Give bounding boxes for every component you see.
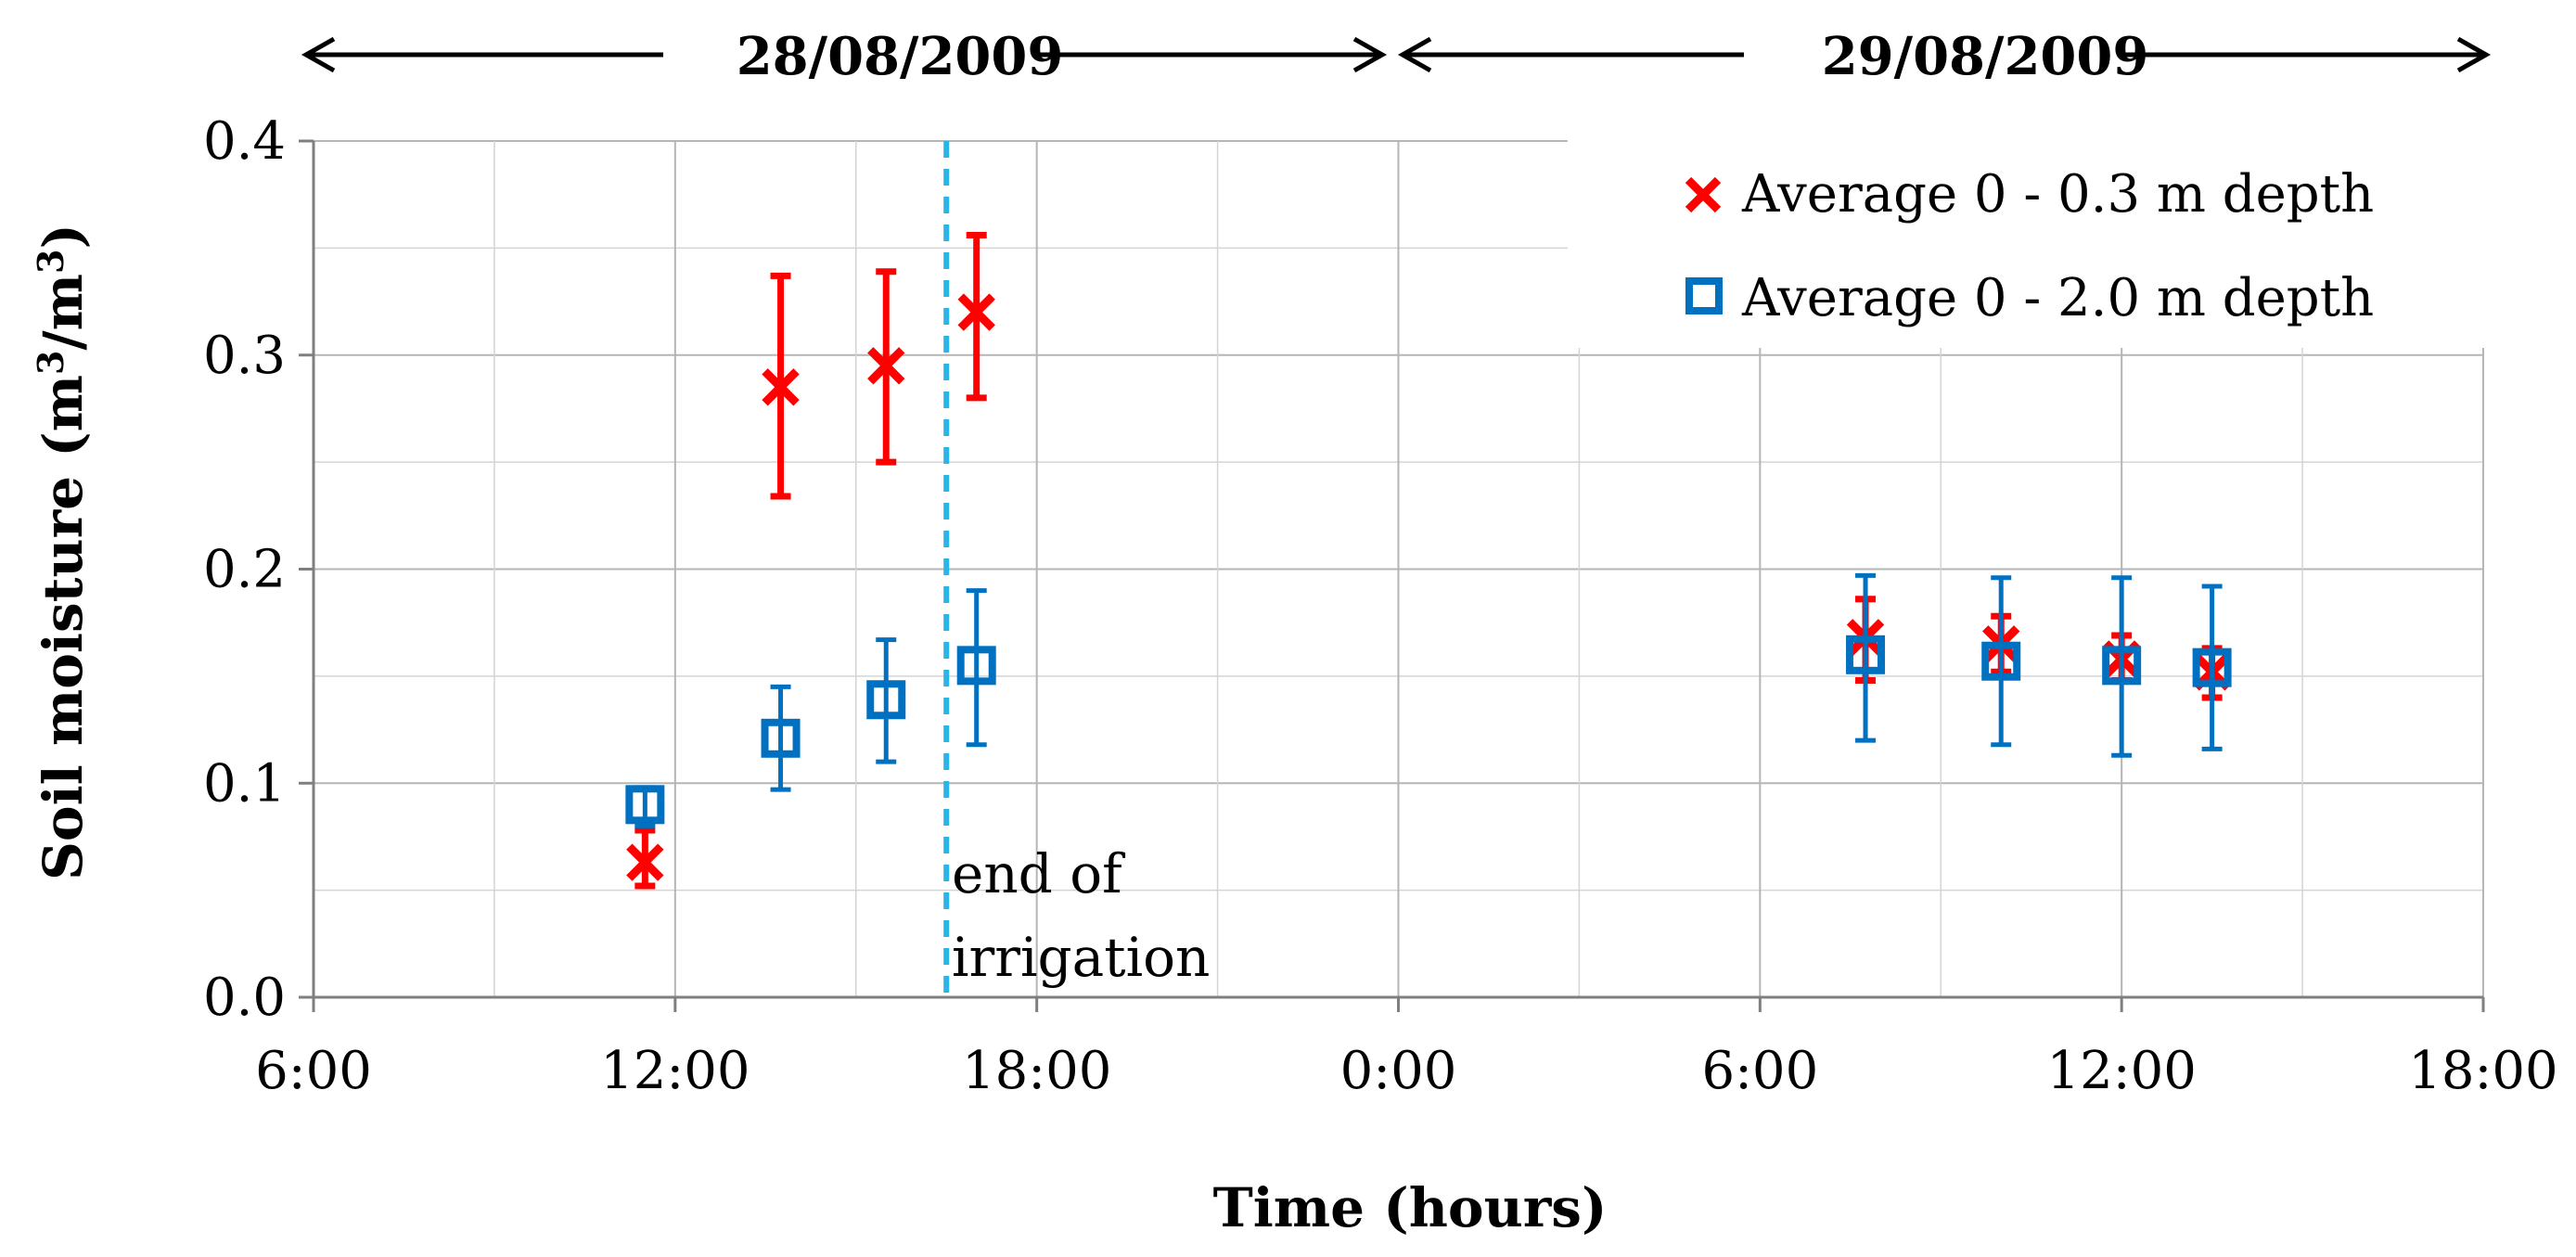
y-axis-title-sup1: 3 xyxy=(30,351,71,375)
y-axis-title-sup2: 3 xyxy=(30,249,71,273)
y-axis-title-main: Soil moisture (m xyxy=(32,375,95,880)
x-tick-label: 12:00 xyxy=(600,1041,750,1101)
x-tick-label: 18:00 xyxy=(2408,1041,2557,1101)
vline-label-line1: end of xyxy=(952,842,1125,905)
data-point-square xyxy=(1846,635,1886,674)
data-point-square xyxy=(2102,646,2142,686)
data-point-square xyxy=(1981,641,2021,681)
x-stroke xyxy=(762,368,800,406)
legend-marker-square xyxy=(1685,277,1723,314)
y-axis-title-mid: /m xyxy=(32,274,95,351)
data-point-square xyxy=(625,785,665,825)
data-point-square xyxy=(956,646,996,686)
y-tick-label: 0.3 xyxy=(203,326,286,386)
y-tick-label: 0.2 xyxy=(203,540,286,600)
legend: Average 0 - 0.3 m depth Average 0 - 2.0 … xyxy=(1568,125,2495,348)
x-tick-label: 6:00 xyxy=(255,1041,372,1101)
date-arrow-right-1 xyxy=(1034,36,1388,73)
data-point-x xyxy=(867,347,905,385)
y-tick-label: 0.0 xyxy=(203,968,286,1028)
data-point-square xyxy=(761,718,801,758)
data-marks xyxy=(625,232,2232,890)
date-label-day2: 29/08/2009 xyxy=(1822,26,2149,87)
y-tick-label: 0.1 xyxy=(203,753,286,814)
data-point-square xyxy=(866,680,906,720)
date-spans: 28/08/2009 29/08/2009 xyxy=(301,26,2492,87)
grid xyxy=(314,140,2484,997)
data-point-x xyxy=(762,368,800,406)
axes: 0.0 0.1 0.2 0.3 0.4 6:00 12:00 18:00 0:00 6:00 12:… xyxy=(203,111,2558,1101)
x-tick-label: 0:00 xyxy=(1340,1041,1457,1101)
y-tick-label: 0.4 xyxy=(203,111,286,172)
data-point-square xyxy=(2192,648,2232,687)
series-2-0m xyxy=(625,572,2232,828)
date-arrow-right-2 xyxy=(2120,36,2492,73)
x-stroke xyxy=(626,843,664,881)
date-arrow-left-1 xyxy=(301,36,663,73)
x-tick-label: 6:00 xyxy=(1701,1041,1818,1101)
legend-marker-x xyxy=(1685,176,1722,213)
date-arrow-left-2 xyxy=(1397,36,1744,73)
x-stroke xyxy=(867,347,905,385)
date-label-day1: 28/08/2009 xyxy=(737,26,1064,87)
y-axis-title-end: ) xyxy=(32,224,95,249)
data-point-x xyxy=(626,843,664,881)
x-tick-label: 18:00 xyxy=(962,1041,1111,1101)
y-axis-title: Soil moisture (m3/m3) xyxy=(30,224,95,880)
x-axis-title: Time (hours) xyxy=(1213,1176,1608,1239)
x-tick-label: 12:00 xyxy=(2046,1041,2196,1101)
legend-label-0-3m: Average 0 - 0.3 m depth xyxy=(1741,164,2374,224)
legend-label-2-0m: Average 0 - 2.0 m depth xyxy=(1741,268,2374,328)
vline-label-line2: irrigation xyxy=(952,926,1210,989)
data-point-x xyxy=(957,293,995,331)
x-stroke xyxy=(957,293,995,331)
